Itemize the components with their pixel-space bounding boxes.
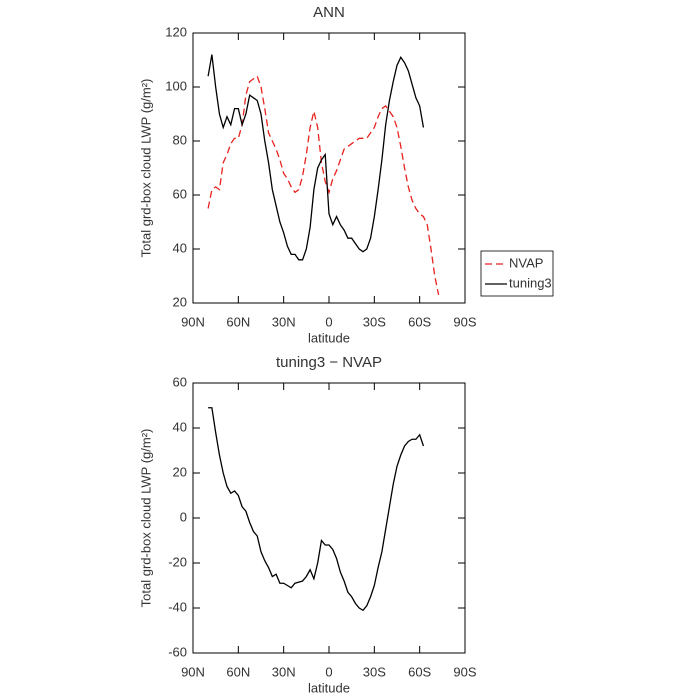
x-tick-label: 30N bbox=[272, 664, 296, 679]
y-tick-label: -40 bbox=[168, 599, 187, 614]
x-tick-label: 90N bbox=[181, 314, 205, 329]
y-tick-label: -60 bbox=[168, 644, 187, 659]
x-tick-label: 90S bbox=[453, 664, 476, 679]
legend-label: NVAP bbox=[509, 255, 543, 270]
y-tick-label: 60 bbox=[173, 186, 187, 201]
y-tick-label: -20 bbox=[168, 554, 187, 569]
plot-frame bbox=[192, 32, 466, 304]
x-tick-label: 30S bbox=[363, 664, 386, 679]
y-tick-label: 60 bbox=[173, 374, 187, 389]
x-tick-label: 30N bbox=[272, 314, 296, 329]
y-tick-label: 40 bbox=[173, 240, 187, 255]
x-tick-label: 0 bbox=[325, 664, 332, 679]
chart-title: ANN bbox=[313, 4, 345, 21]
x-tick-label: 90S bbox=[453, 314, 476, 329]
data-line bbox=[208, 407, 425, 612]
y-tick-label: 80 bbox=[173, 132, 187, 147]
y-tick-label: 20 bbox=[173, 294, 187, 309]
x-tick-label: 60S bbox=[408, 664, 431, 679]
x-tick-label: 60N bbox=[226, 314, 250, 329]
y-axis-label: Total grd-box cloud LWP (g/m²) bbox=[138, 79, 153, 258]
data-line bbox=[207, 75, 440, 296]
legend-box bbox=[480, 250, 554, 297]
x-tick-label: 60S bbox=[408, 314, 431, 329]
chart-title: tuning3 − NVAP bbox=[276, 354, 382, 371]
data-line bbox=[207, 54, 425, 261]
x-tick-label: 0 bbox=[325, 314, 332, 329]
y-tick-label: 0 bbox=[180, 509, 187, 524]
legend-label: tuning3 bbox=[509, 275, 552, 290]
x-tick-label: 30S bbox=[363, 314, 386, 329]
plot-frame bbox=[192, 382, 466, 654]
y-axis-label: Total grd-box cloud LWP (g/m²) bbox=[138, 429, 153, 608]
x-axis-label: latitude bbox=[308, 330, 350, 345]
x-tick-label: 60N bbox=[226, 664, 250, 679]
y-tick-label: 100 bbox=[165, 78, 187, 93]
x-axis-label: latitude bbox=[308, 680, 350, 695]
y-tick-label: 40 bbox=[173, 419, 187, 434]
x-tick-label: 90N bbox=[181, 664, 205, 679]
y-tick-label: 120 bbox=[165, 24, 187, 39]
y-tick-label: 20 bbox=[173, 464, 187, 479]
